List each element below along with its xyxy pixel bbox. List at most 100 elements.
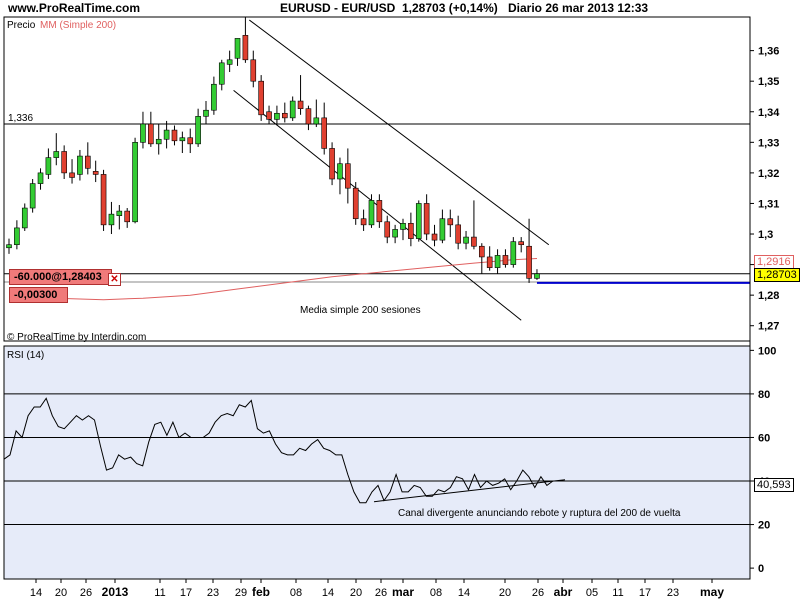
rsi-tick-label: 80	[758, 389, 770, 401]
axes	[3, 16, 751, 580]
x-tick-label: 08	[290, 587, 302, 599]
candle-body	[431, 233, 438, 241]
candle-body	[187, 137, 194, 145]
last-price-box: 1,28703	[754, 268, 800, 282]
trade-entry-label: -60.000@1,28403	[14, 271, 102, 283]
candle-body	[6, 244, 12, 249]
ma-value-label: 1,2916	[757, 256, 791, 268]
candle-body	[179, 137, 186, 142]
candle-body	[297, 100, 304, 109]
rsi-tick-label: 20	[758, 520, 770, 532]
y-tick-label: 1,3	[758, 229, 773, 241]
candle-body	[486, 256, 493, 268]
x-tick-label: 20	[350, 587, 362, 599]
trend-channel-line	[249, 19, 550, 246]
candle-body	[494, 255, 501, 268]
ma-layer	[8, 258, 538, 301]
trade-pnl-box: -0,00300	[9, 287, 68, 303]
candle-body	[77, 155, 83, 175]
candle-body	[392, 229, 398, 238]
x-tick-label: 2013	[102, 585, 129, 599]
y-tick-label: 1,36	[758, 46, 779, 58]
rsi-value-box: 40,593	[754, 478, 794, 492]
site-title[interactable]: www.ProRealTime.com	[8, 1, 141, 15]
candle-body	[258, 80, 264, 116]
candle-body	[203, 109, 209, 117]
candle-body	[352, 187, 359, 220]
candle-body	[163, 129, 170, 140]
candle-body	[45, 157, 52, 175]
candle-body	[471, 236, 477, 247]
close-order-icon[interactable]: ✕	[108, 273, 121, 286]
rsi-tick-label: 60	[758, 432, 770, 444]
x-tick-label: 20	[55, 587, 67, 599]
ma-value-box: 1,2916	[754, 255, 794, 269]
candle-body	[116, 210, 123, 216]
candle-body	[21, 207, 28, 229]
candle-body	[148, 123, 154, 145]
price-panel-label: Precio	[7, 20, 36, 31]
candle-body	[29, 183, 36, 209]
ma-legend-label[interactable]: MM (Simple 200)	[40, 20, 117, 31]
candle-body	[313, 117, 320, 125]
candle-body	[226, 59, 233, 65]
trend-lines	[233, 19, 550, 321]
x-tick-label: 17	[639, 587, 651, 599]
candle-body	[368, 200, 375, 226]
candle-body	[274, 112, 280, 120]
candle-body	[321, 117, 328, 149]
y-tick-label: 1,33	[758, 137, 779, 149]
candle-body	[85, 155, 91, 169]
ma-note: Media simple 200 sesiones	[300, 305, 421, 316]
level-label: 1,336	[8, 113, 34, 124]
rsi-grid	[4, 393, 750, 526]
candle-body	[108, 213, 115, 226]
y-tick-label: 1,31	[758, 198, 779, 210]
x-tick-label: 14	[458, 587, 470, 599]
trade-pnl-label: -0,00300	[14, 289, 58, 301]
candle-body	[92, 171, 99, 175]
x-tick-label: 23	[207, 587, 219, 599]
candle-body	[218, 62, 225, 85]
rsi-value-label: 40,593	[757, 479, 791, 491]
candle-body	[408, 223, 414, 239]
price-panel-frame	[3, 16, 751, 342]
trade-position-box[interactable]: -60.000@1,28403	[9, 269, 112, 285]
price-change: 1,28703 (+0,14%)	[402, 1, 498, 15]
candle-body	[534, 273, 540, 279]
candle-body	[439, 218, 446, 241]
x-tick-label: 26	[375, 587, 387, 599]
candle-body	[478, 245, 485, 258]
y-tick-label: 1,27	[758, 321, 779, 333]
rsi-panel-bg	[4, 346, 750, 579]
candle-body	[140, 123, 146, 143]
x-tick-label: abr	[554, 585, 573, 599]
x-tick-label: 26	[532, 587, 544, 599]
candle-body	[376, 200, 383, 223]
rsi-tick-label: 0	[758, 563, 764, 575]
candle-body	[281, 112, 288, 119]
candles-layer	[6, 17, 540, 283]
candle-body	[211, 83, 217, 111]
x-tick-label: 11	[612, 587, 623, 599]
candle-body	[289, 100, 296, 119]
x-tick-label: mar	[392, 585, 414, 599]
candle-body	[447, 218, 454, 226]
x-tick-label: 08	[430, 587, 442, 599]
credit-label: © ProRealTime by Interdin.com	[7, 332, 147, 343]
candle-body	[37, 172, 44, 184]
x-tick-label: feb	[252, 585, 270, 599]
x-tick-label: 29	[235, 587, 247, 599]
candle-body	[510, 241, 517, 265]
candle-body	[345, 163, 351, 189]
x-tick-label: 14	[322, 587, 334, 599]
x-tick-label: 26	[80, 587, 92, 599]
candle-body	[384, 221, 391, 238]
candle-body	[518, 241, 525, 246]
candle-body	[242, 35, 249, 61]
y-tick-label: 1,34	[758, 107, 780, 119]
candle-body	[132, 142, 138, 223]
y-tick-labels: 1,361,351,341,331,321,311,31,291,281,271…	[750, 46, 780, 575]
rsi-layer	[3, 397, 566, 504]
